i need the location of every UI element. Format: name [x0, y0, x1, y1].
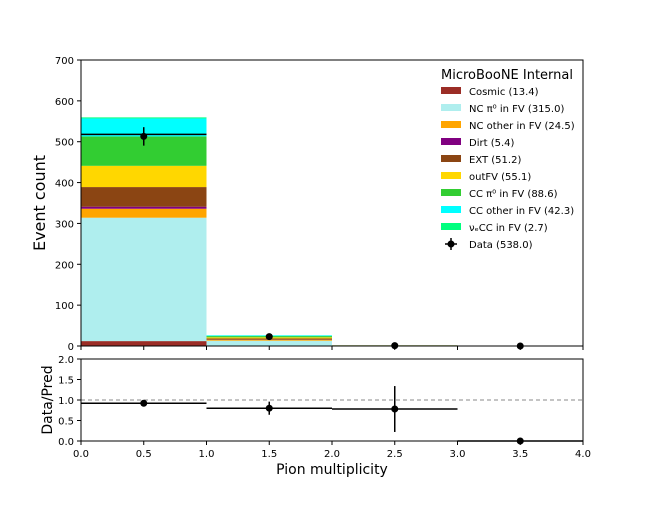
ratio-x-tick-label: 4.0: [575, 449, 591, 460]
ratio-y-tick-label: 0.5: [58, 417, 74, 428]
legend-swatch: [441, 206, 461, 213]
data-point: [140, 133, 147, 140]
main-y-axis-label: Event count: [30, 155, 49, 251]
ratio-y-tick-label: 1.0: [58, 396, 74, 407]
legend-swatch: [441, 121, 461, 128]
bar-segment: [81, 187, 207, 207]
legend-swatch: [441, 87, 461, 94]
ratio-x-tick-label: 2.0: [324, 449, 340, 460]
ratio-x-tick-label: 0.5: [136, 449, 152, 460]
bar-segment: [81, 209, 207, 218]
legend: MicroBooNE Internal Cosmic (13.4) NC π⁰ i…: [441, 68, 575, 251]
ratio-y-axis-label: Data/Pred: [40, 365, 56, 434]
legend-swatch: [441, 155, 461, 162]
ratio-x-tick-label: 3.5: [512, 449, 528, 460]
legend-label: CC π⁰ in FV (88.6): [469, 189, 558, 200]
legend-swatch: [441, 172, 461, 179]
bar-segment: [207, 341, 333, 346]
legend-swatch: [441, 189, 461, 196]
ratio-point: [391, 406, 398, 413]
bar-segment: [81, 218, 207, 341]
legend-label: Dirt (5.4): [469, 138, 514, 149]
y-tick-label: 400: [55, 179, 74, 190]
legend-swatch: [441, 223, 461, 230]
ratio-point: [266, 405, 273, 412]
bar-segment: [81, 117, 207, 118]
legend-label: Cosmic (13.4): [469, 87, 539, 98]
ratio-x-tick-label: 0.0: [73, 449, 89, 460]
y-tick-label: 300: [55, 219, 74, 230]
bar-segment: [81, 341, 207, 346]
y-tick-label: 200: [55, 260, 74, 271]
legend-label: EXT (51.2): [469, 155, 521, 166]
ratio-plot-frame: [81, 359, 583, 441]
legend-data-marker: [448, 241, 455, 248]
ratio-y-tick-label: 1.5: [58, 376, 74, 387]
y-tick-label: 500: [55, 138, 74, 149]
ratio-points: [81, 386, 583, 444]
ratio-x-ticks: 0.0 0.5 1.0 1.5 2.0 2.5 3.0 3.5 4.0: [73, 441, 591, 460]
main-x-ticks: [81, 346, 583, 350]
experiment-annotation: MicroBooNE Internal: [441, 68, 573, 83]
ratio-x-tick-label: 1.5: [261, 449, 277, 460]
ratio-x-tick-label: 2.5: [387, 449, 403, 460]
main-y-ticks: 0 100 200 300 400 500 600 700: [55, 56, 81, 353]
ratio-y-ticks: 0.0 0.5 1.0 1.5 2.0: [58, 355, 81, 448]
y-tick-label: 100: [55, 301, 74, 312]
legend-label: Data (538.0): [469, 240, 533, 251]
legend-swatch: [441, 138, 461, 145]
legend-swatch: [441, 104, 461, 111]
data-point: [266, 333, 273, 340]
legend-label: outFV (55.1): [469, 172, 531, 183]
ratio-x-tick-label: 1.0: [199, 449, 215, 460]
y-tick-label: 0: [68, 342, 74, 353]
legend-label: NC other in FV (24.5): [469, 121, 575, 132]
ratio-y-tick-label: 2.0: [58, 355, 74, 366]
legend-label: CC other in FV (42.3): [469, 206, 574, 217]
ratio-y-tick-label: 0.0: [58, 437, 74, 448]
bar-segment: [81, 166, 207, 187]
bar-segment: [81, 207, 207, 209]
y-tick-label: 600: [55, 97, 74, 108]
ratio-x-tick-label: 3.0: [450, 449, 466, 460]
legend-label: NC π⁰ in FV (315.0): [469, 104, 564, 115]
legend-label: νₑCC in FV (2.7): [469, 223, 548, 234]
ratio-point: [140, 400, 147, 407]
y-tick-label: 700: [55, 56, 74, 67]
x-axis-label: Pion multiplicity: [276, 462, 388, 478]
